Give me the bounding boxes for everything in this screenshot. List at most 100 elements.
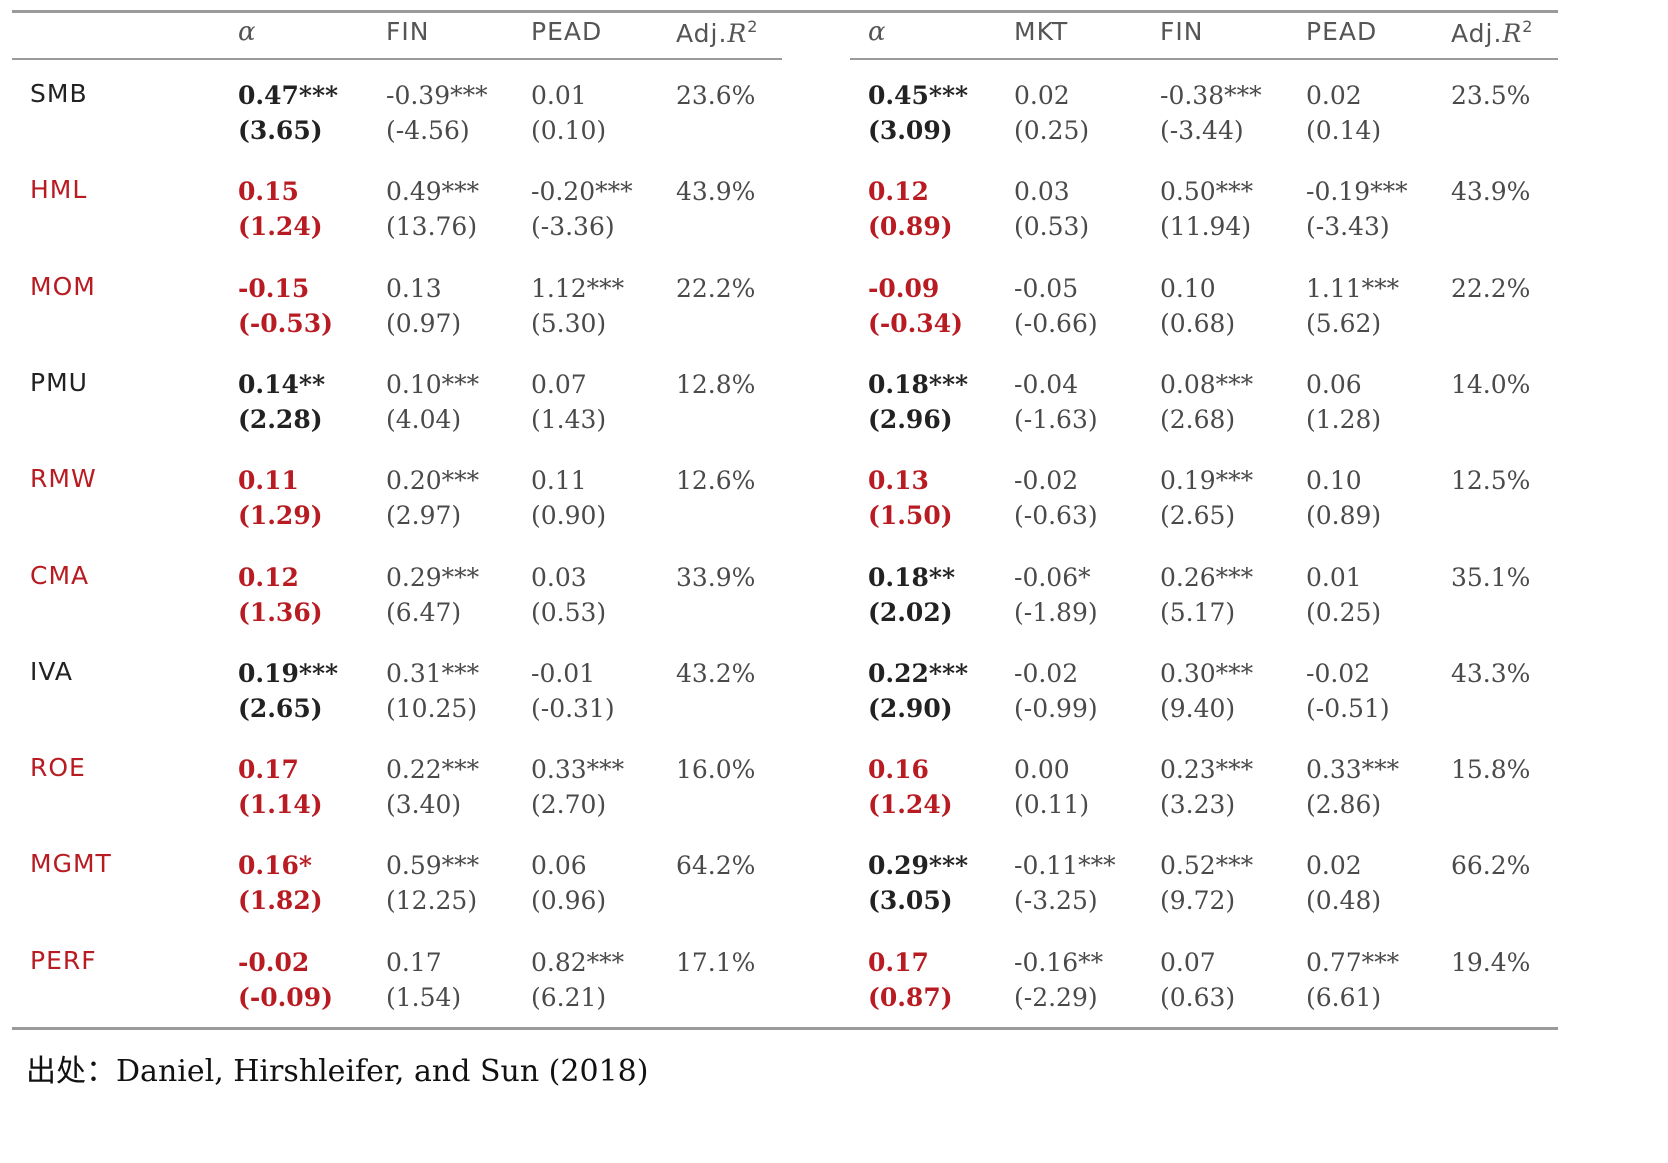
coefficient: 0.01: [1306, 562, 1362, 592]
coefficient: 0.02: [1306, 851, 1362, 881]
t-statistic: (11.94): [1160, 212, 1252, 242]
cell-right-alpha: 0.18** (2.02): [868, 560, 955, 630]
header-right-adj-r2: Adj.R2: [1451, 17, 1533, 48]
cell-left-adj-r2: 17.1%: [676, 945, 755, 980]
coefficient: 0.16: [868, 755, 929, 785]
cell-left-pead: 0.01 (0.10): [531, 78, 606, 148]
cell-right-pead: 0.01 (0.25): [1306, 560, 1381, 630]
coefficient: -0.01: [531, 658, 596, 688]
cell-left-adj-r2: 12.8%: [676, 367, 755, 402]
coefficient: 0.23***: [1160, 755, 1254, 785]
coefficient: 0.02: [1306, 81, 1362, 110]
coefficient: -0.02: [1014, 466, 1079, 496]
coefficient: 0.20***: [386, 466, 480, 496]
cell-right-alpha: -0.09 (-0.34): [868, 271, 963, 341]
cell-right-mkt: -0.11*** (-3.25): [1014, 848, 1116, 918]
coefficient: 0.29***: [386, 562, 480, 592]
coefficient: -0.02: [238, 947, 310, 977]
coefficient: -0.38***: [1160, 81, 1262, 110]
cell-right-fin: 0.50*** (11.94): [1160, 174, 1253, 244]
coefficient: 12.8%: [676, 369, 756, 399]
cell-right-adj-r2: 66.2%: [1451, 848, 1530, 883]
t-statistic: (0.14): [1306, 116, 1382, 145]
t-statistic: (3.23): [1160, 790, 1236, 820]
factor-label: ROE: [30, 753, 86, 783]
cell-right-pead: 0.06 (1.28): [1306, 367, 1381, 437]
t-statistic: (2.28): [238, 404, 323, 434]
t-statistic: (6.61): [1306, 982, 1382, 1012]
t-statistic: (2.65): [1160, 501, 1236, 531]
t-statistic: (-0.31): [531, 693, 615, 723]
cell-right-fin: 0.26*** (5.17): [1160, 560, 1253, 630]
coefficient: 0.11: [531, 466, 587, 496]
coefficient: 0.12: [238, 562, 299, 592]
t-statistic: (0.89): [868, 212, 953, 242]
coefficient: 0.08***: [1160, 369, 1254, 399]
coefficient: -0.04: [1014, 369, 1079, 399]
coefficient: 0.10: [1306, 466, 1362, 496]
t-statistic: (1.36): [238, 597, 323, 627]
coefficient: 0.17: [386, 947, 442, 977]
t-statistic: (0.96): [531, 886, 607, 916]
table-bottom-rule: [12, 1027, 1558, 1030]
adj-r2-sup: 2: [747, 17, 759, 36]
coefficient: 0.47***: [238, 81, 339, 110]
t-statistic: (0.89): [1306, 501, 1382, 531]
coefficient: 0.33***: [531, 755, 625, 785]
coefficient: 0.06: [531, 851, 587, 881]
coefficient: 43.9%: [1451, 177, 1531, 207]
coefficient: 43.3%: [1451, 658, 1531, 688]
coefficient: 0.00: [1014, 755, 1070, 785]
cell-right-pead: 0.10 (0.89): [1306, 463, 1381, 533]
coefficient: -0.02: [1306, 658, 1371, 688]
t-statistic: (2.97): [386, 501, 462, 531]
t-statistic: (-0.99): [1014, 693, 1098, 723]
coefficient: 12.6%: [676, 466, 756, 496]
cell-right-fin: 0.08*** (2.68): [1160, 367, 1253, 437]
coefficient: 0.17: [868, 947, 929, 977]
coefficient: 0.22***: [868, 658, 969, 688]
t-statistic: (1.28): [1306, 404, 1382, 434]
coefficient: 15.8%: [1451, 755, 1531, 785]
coefficient: 22.2%: [1451, 273, 1531, 303]
cell-left-adj-r2: 64.2%: [676, 848, 755, 883]
cell-left-adj-r2: 22.2%: [676, 271, 755, 306]
coefficient: 0.10: [1160, 273, 1216, 303]
header-rule-right: [850, 58, 1558, 60]
t-statistic: (3.40): [386, 790, 462, 820]
t-statistic: (5.17): [1160, 597, 1236, 627]
adj-r2-prefix: Adj.: [676, 19, 728, 48]
cell-right-fin: 0.19*** (2.65): [1160, 463, 1253, 533]
cell-left-fin: 0.22*** (3.40): [386, 752, 479, 822]
coefficient: 0.50***: [1160, 177, 1254, 207]
t-statistic: (-0.51): [1306, 693, 1390, 723]
t-statistic: (-0.34): [868, 308, 963, 338]
t-statistic: (0.25): [1014, 116, 1090, 145]
coefficient: 43.9%: [676, 177, 756, 207]
coefficient: 0.82***: [531, 947, 625, 977]
cell-left-alpha: 0.12 (1.36): [238, 560, 323, 630]
cell-right-mkt: -0.16** (-2.29): [1014, 945, 1103, 1015]
cell-left-alpha: -0.15 (-0.53): [238, 271, 333, 341]
header-right-alpha: α: [868, 17, 887, 47]
coefficient: 0.06: [1306, 369, 1362, 399]
cell-right-mkt: 0.03 (0.53): [1014, 174, 1089, 244]
cell-left-fin: 0.10*** (4.04): [386, 367, 479, 437]
t-statistic: (2.96): [868, 404, 953, 434]
cell-right-mkt: 0.00 (0.11): [1014, 752, 1089, 822]
t-statistic: (-3.43): [1306, 212, 1390, 242]
coefficient: 0.29***: [868, 851, 969, 881]
header-right-mkt: MKT: [1014, 17, 1069, 46]
cell-left-alpha: 0.14** (2.28): [238, 367, 325, 437]
cell-left-fin: 0.29*** (6.47): [386, 560, 479, 630]
coefficient: 23.5%: [1451, 81, 1531, 110]
cell-right-adj-r2: 23.5%: [1451, 78, 1530, 113]
coefficient: -0.15: [238, 273, 310, 303]
coefficient: 64.2%: [676, 851, 756, 881]
cell-left-fin: 0.31*** (10.25): [386, 656, 479, 726]
cell-right-adj-r2: 22.2%: [1451, 271, 1530, 306]
cell-left-alpha: 0.47*** (3.65): [238, 78, 338, 148]
coefficient: 0.26***: [1160, 562, 1254, 592]
t-statistic: (2.90): [868, 693, 953, 723]
cell-right-fin: -0.38*** (-3.44): [1160, 78, 1262, 148]
